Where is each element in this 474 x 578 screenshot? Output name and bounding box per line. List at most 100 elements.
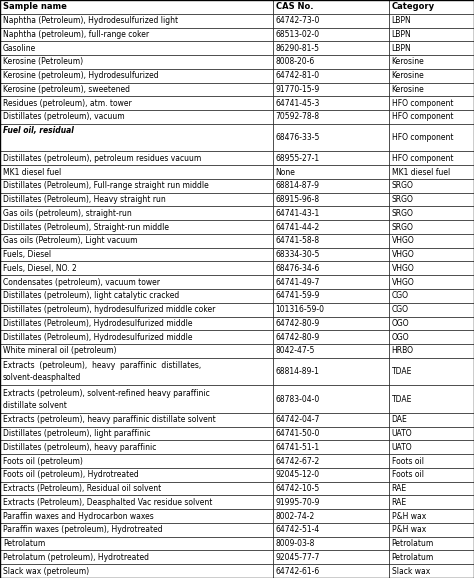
Bar: [273, 261, 389, 275]
Text: Slack wax: Slack wax: [392, 566, 430, 576]
Text: Distillates (Petroleum), Hydrodesulfurized middle: Distillates (Petroleum), Hydrodesulfuriz…: [3, 333, 192, 342]
Bar: [389, 537, 474, 550]
Bar: [389, 14, 474, 28]
Text: DAE: DAE: [392, 415, 408, 424]
Text: Distillates (petroleum), light catalytic cracked: Distillates (petroleum), light catalytic…: [3, 291, 179, 301]
Bar: [0, 289, 273, 303]
Bar: [0, 110, 273, 124]
Bar: [0, 234, 273, 248]
Text: Petrolatum: Petrolatum: [392, 539, 434, 548]
Text: Fuels, Diesel: Fuels, Diesel: [3, 250, 51, 259]
Text: 101316-59-0: 101316-59-0: [275, 305, 325, 314]
Text: 8042-47-5: 8042-47-5: [275, 346, 315, 355]
Text: Paraffin waxes (petroleum), Hydrotreated: Paraffin waxes (petroleum), Hydrotreated: [3, 525, 163, 534]
Text: Distillates (Petroleum), Heavy straight run: Distillates (Petroleum), Heavy straight …: [3, 195, 166, 204]
Bar: [389, 468, 474, 481]
Bar: [0, 41, 273, 55]
Bar: [273, 317, 389, 330]
Bar: [0, 344, 273, 358]
Bar: [389, 69, 474, 83]
Bar: [389, 427, 474, 440]
Text: HFO component: HFO component: [392, 133, 453, 142]
Bar: [389, 317, 474, 330]
Bar: [273, 495, 389, 509]
Bar: [273, 55, 389, 69]
Bar: [389, 413, 474, 427]
Bar: [0, 124, 273, 151]
Text: P&H wax: P&H wax: [392, 512, 426, 521]
Bar: [389, 358, 474, 386]
Bar: [389, 0, 474, 14]
Text: Kerosine: Kerosine: [392, 71, 424, 80]
Text: 64742-73-0: 64742-73-0: [275, 16, 320, 25]
Bar: [273, 124, 389, 151]
Text: 68513-02-0: 68513-02-0: [275, 30, 319, 39]
Text: Kerosine (petroleum), sweetened: Kerosine (petroleum), sweetened: [3, 85, 130, 94]
Bar: [389, 248, 474, 261]
Text: Distillates (petroleum), hydrodesulfurized middle coker: Distillates (petroleum), hydrodesulfuriz…: [3, 305, 215, 314]
Text: 91770-15-9: 91770-15-9: [275, 85, 320, 94]
Text: Distillates (petroleum), petroleum residues vacuum: Distillates (petroleum), petroleum resid…: [3, 154, 201, 163]
Text: TDAE: TDAE: [392, 395, 412, 403]
Bar: [273, 206, 389, 220]
Text: SRGO: SRGO: [392, 223, 413, 232]
Bar: [0, 550, 273, 564]
Text: Residues (petroleum), atm. tower: Residues (petroleum), atm. tower: [3, 99, 132, 108]
Bar: [273, 550, 389, 564]
Bar: [273, 165, 389, 179]
Bar: [0, 55, 273, 69]
Bar: [273, 386, 389, 413]
Text: 64742-80-9: 64742-80-9: [275, 333, 320, 342]
Text: Kerosine: Kerosine: [392, 57, 424, 66]
Bar: [273, 110, 389, 124]
Text: MK1 diesel fuel: MK1 diesel fuel: [3, 168, 61, 176]
Bar: [0, 261, 273, 275]
Text: 64741-58-8: 64741-58-8: [275, 236, 319, 245]
Bar: [389, 523, 474, 537]
Text: 68955-27-1: 68955-27-1: [275, 154, 319, 163]
Text: 92045-77-7: 92045-77-7: [275, 553, 320, 562]
Bar: [389, 124, 474, 151]
Text: 68814-89-1: 68814-89-1: [275, 367, 319, 376]
Bar: [273, 275, 389, 289]
Bar: [273, 83, 389, 97]
Bar: [273, 509, 389, 523]
Bar: [0, 509, 273, 523]
Bar: [273, 303, 389, 317]
Text: RAE: RAE: [392, 484, 407, 493]
Bar: [0, 495, 273, 509]
Text: Paraffin waxes and Hydrocarbon waxes: Paraffin waxes and Hydrocarbon waxes: [3, 512, 154, 521]
Bar: [389, 165, 474, 179]
Text: Petrolatum: Petrolatum: [392, 553, 434, 562]
Bar: [273, 179, 389, 192]
Text: Category: Category: [392, 2, 435, 12]
Text: 86290-81-5: 86290-81-5: [275, 44, 319, 53]
Bar: [273, 330, 389, 344]
Text: HFO component: HFO component: [392, 99, 453, 108]
Text: Condensates (petroleum), vacuum tower: Condensates (petroleum), vacuum tower: [3, 277, 160, 287]
Text: Extracts (petroleum), heavy paraffinic distillate solvent: Extracts (petroleum), heavy paraffinic d…: [3, 415, 216, 424]
Text: VHGO: VHGO: [392, 277, 414, 287]
Bar: [273, 537, 389, 550]
Text: CGO: CGO: [392, 305, 409, 314]
Bar: [273, 41, 389, 55]
Text: Kerosine: Kerosine: [392, 85, 424, 94]
Bar: [0, 69, 273, 83]
Bar: [389, 151, 474, 165]
Text: OGO: OGO: [392, 333, 410, 342]
Text: Foots oil (petroleum), Hydrotreated: Foots oil (petroleum), Hydrotreated: [3, 470, 139, 479]
Bar: [273, 220, 389, 234]
Text: Distillates (Petroleum), Hydrodesulfurized middle: Distillates (Petroleum), Hydrodesulfuriz…: [3, 319, 192, 328]
Text: 8008-20-6: 8008-20-6: [275, 57, 315, 66]
Bar: [273, 413, 389, 427]
Bar: [273, 440, 389, 454]
Text: 92045-12-0: 92045-12-0: [275, 470, 319, 479]
Text: CAS No.: CAS No.: [275, 2, 313, 12]
Bar: [0, 14, 273, 28]
Bar: [389, 41, 474, 55]
Bar: [273, 0, 389, 14]
Text: Foots oil: Foots oil: [392, 457, 424, 465]
Text: SRGO: SRGO: [392, 195, 413, 204]
Bar: [0, 317, 273, 330]
Bar: [389, 97, 474, 110]
